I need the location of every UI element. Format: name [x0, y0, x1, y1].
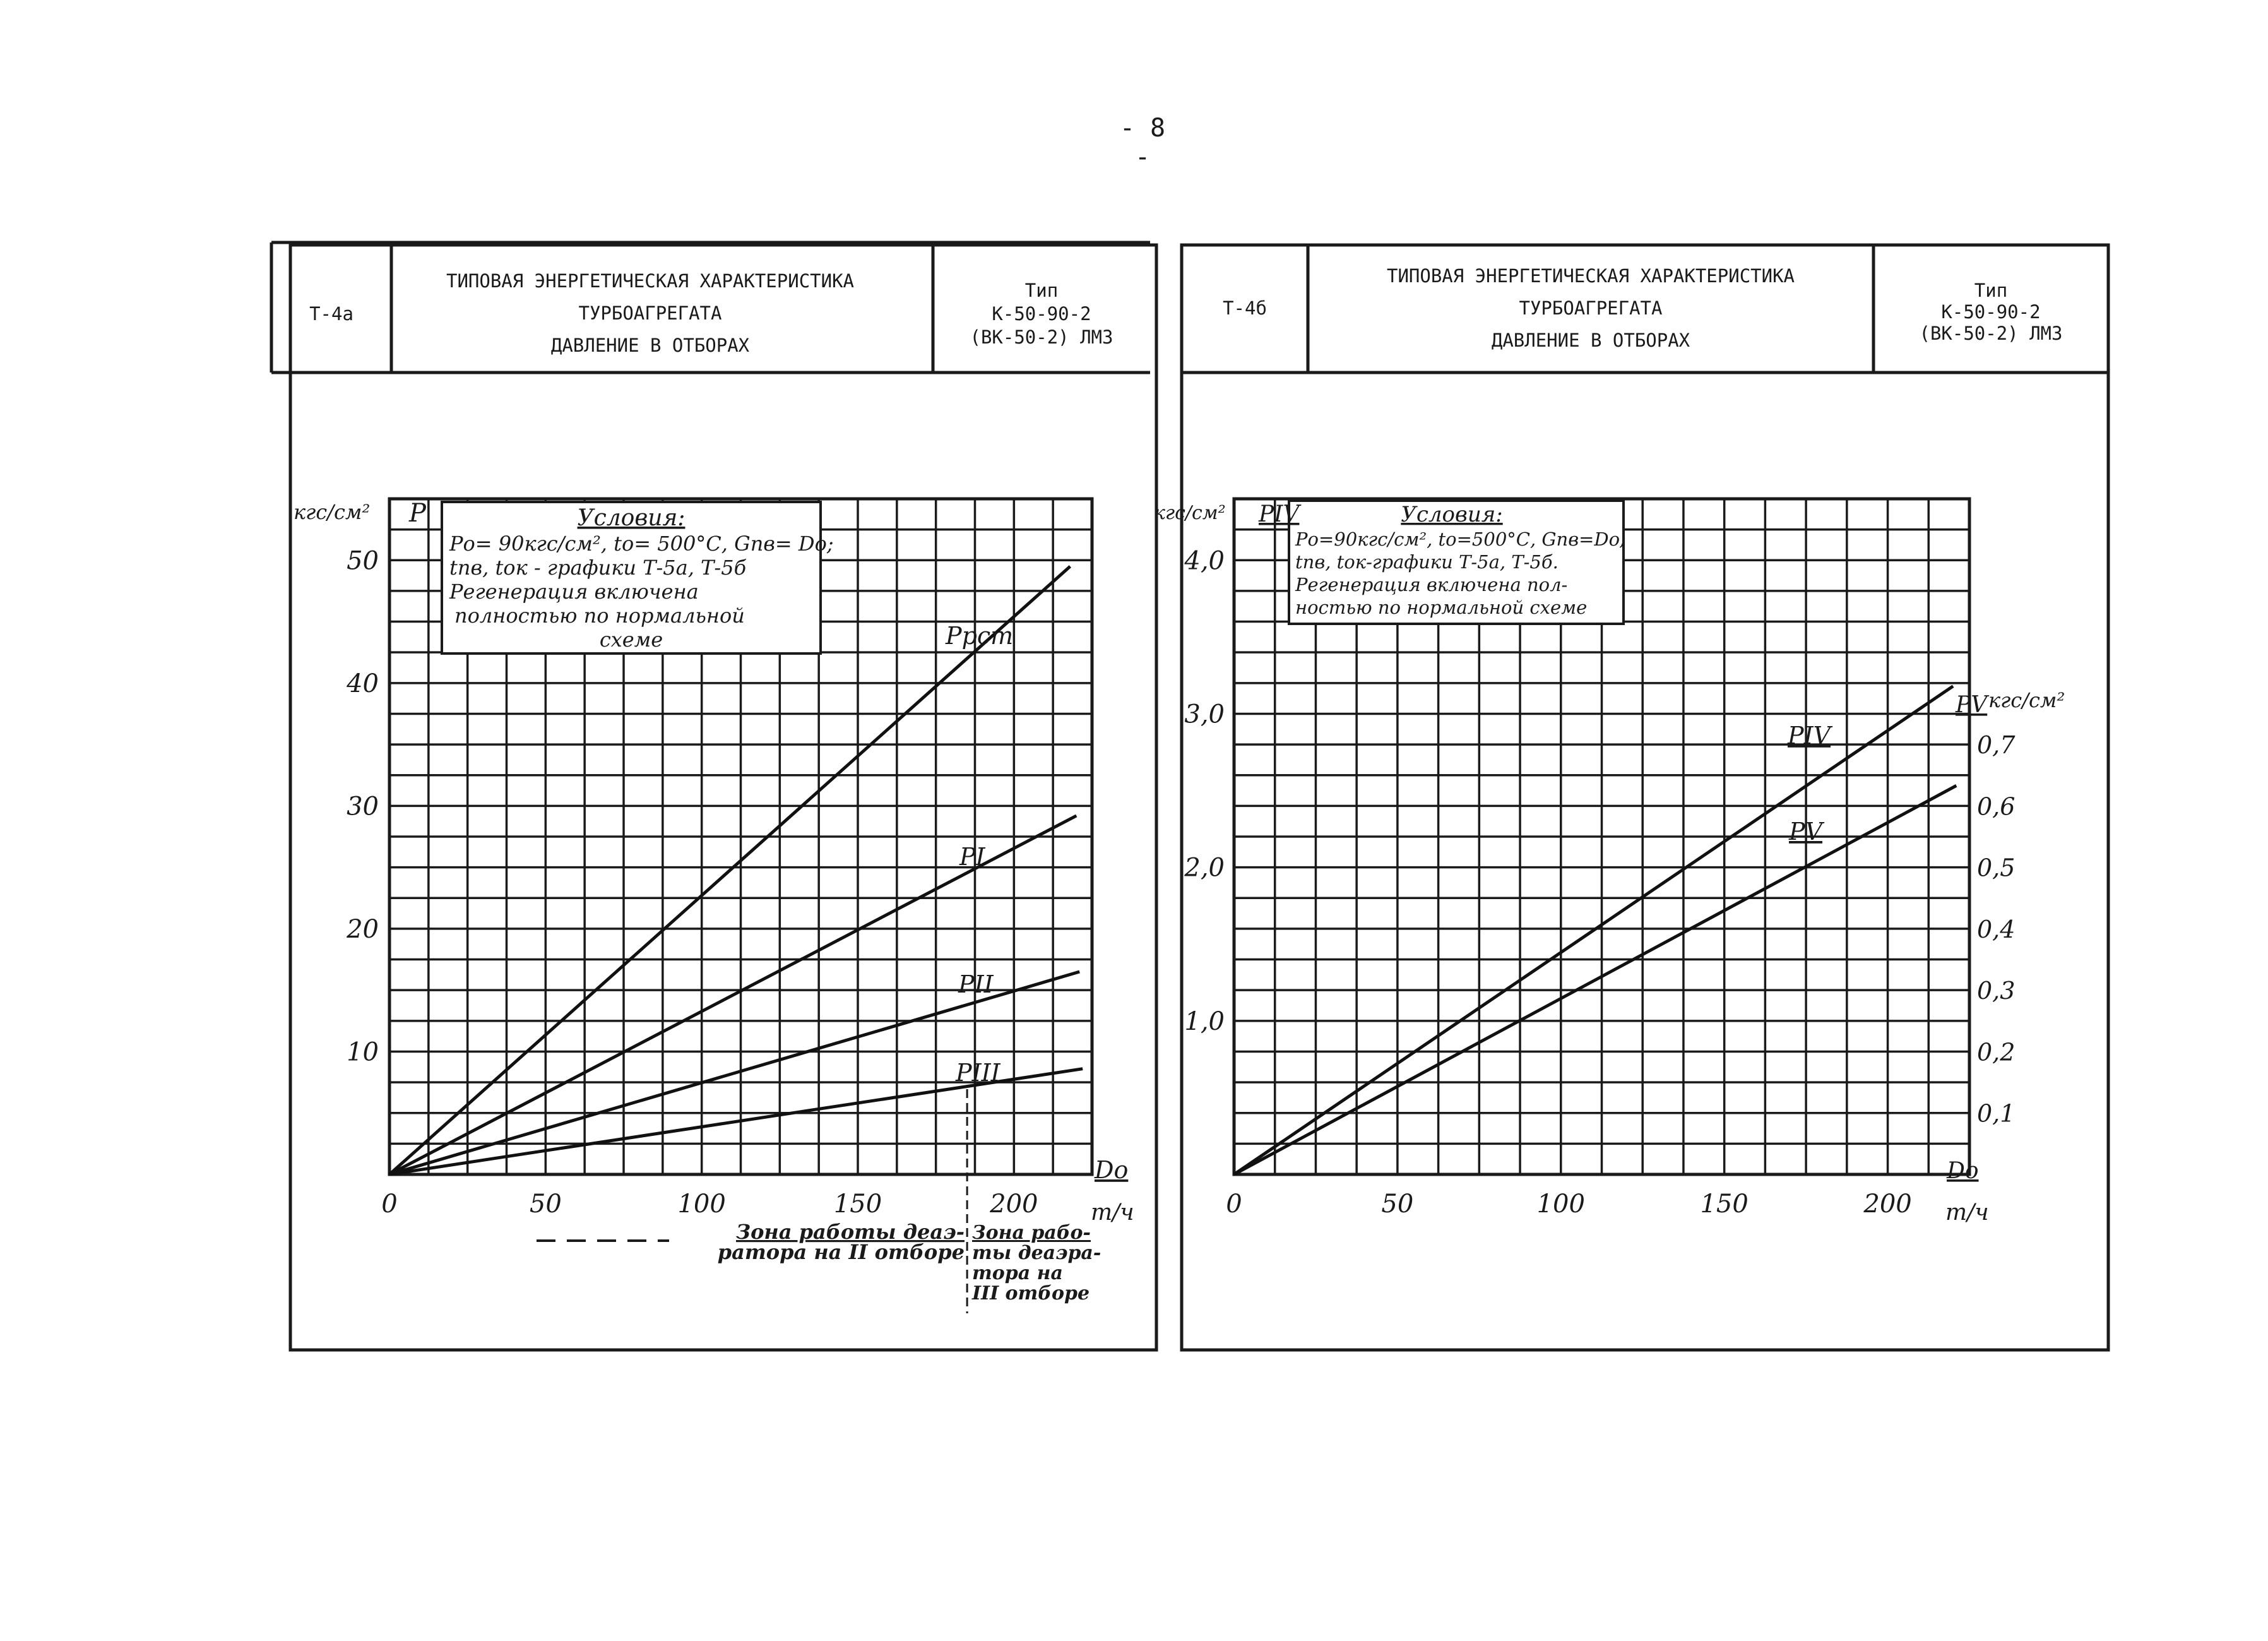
series-line-p4 [1233, 684, 1954, 1176]
plot-frame [388, 497, 1094, 1176]
label-p1: PI [959, 843, 986, 871]
left-conditions-box [441, 501, 822, 655]
zone-ii-label-line-1: Зона работы деаэ- [736, 1220, 965, 1244]
left-x-unit-label: т/ч [1091, 1200, 1134, 1226]
zone-iii-label-line-1: Зона рабо- [972, 1222, 1091, 1244]
right-y-symbol: PIV [1258, 501, 1302, 527]
y2-tick-label: 0,5 [1977, 854, 2015, 882]
y2-tick-label: 0,2 [1977, 1038, 2015, 1066]
left-conditions-heading: Условия: [578, 505, 686, 531]
zone-ii-label-line-2: ратора на II отборе [718, 1240, 965, 1264]
x-tick-label: 100 [677, 1190, 725, 1219]
x-tick-label: 200 [1863, 1190, 1911, 1219]
x-tick-label: 50 [530, 1190, 562, 1219]
chart-left-ticks: 0 50 100 150 200 10 20 30 40 50 [346, 546, 1038, 1219]
y-tick-label: 50 [347, 546, 379, 575]
left-conditions-line-1: Pо= 90кгс/см², tо= 500°С, Gпв= Dо; [449, 532, 834, 556]
right-conditions-line-1: Pо=90кгс/см², tо=500°С, Gпв=Dо; [1295, 528, 1626, 550]
y-tick-label: 10 [347, 1037, 379, 1066]
chart-right-ticks: 0 50 100 150 200 1,0 2,0 3,0 4,0 0,1 0,2 0,3 0,4 0,5 0… [1184, 546, 2016, 1219]
right-y2-symbol: PV [1955, 692, 1990, 718]
right-x-unit-label: т/ч [1945, 1200, 1989, 1226]
chart-left: 0 50 100 150 200 10 20 30 40 50 Условия: Pо= 90кг… [294, 497, 1134, 1313]
left-title-line-3: ДАВЛЕНИЕ В ОТБОРАХ [551, 335, 750, 356]
left-panel: Т-4а ТИПОВАЯ ЭНЕРГЕТИЧЕСКАЯ ХАРАКТЕРИСТИ… [270, 241, 1158, 1352]
left-y-unit-label: кгс/см² [294, 500, 370, 524]
right-type-line-3: (ВК-50-2) ЛМЗ [1920, 323, 2063, 344]
left-x-symbol: Do [1094, 1156, 1128, 1184]
zone-iii-label-line-2: ты деаэра- [972, 1242, 1101, 1264]
series-line-p2 [389, 970, 1080, 1176]
right-type-line-2: К-50-90-2 [1941, 301, 2040, 323]
right-panel: Т-4б ТИПОВАЯ ЭНЕРГЕТИЧЕСКАЯ ХАРАКТЕРИСТИ… [1180, 243, 2110, 1352]
zone-iii-label-line-4: III отборе [971, 1282, 1089, 1304]
x-tick-label: 150 [1700, 1190, 1748, 1219]
right-title-line-3: ДАВЛЕНИЕ В ОТБОРАХ [1492, 330, 1690, 351]
right-y2-unit-label: кгс/см² [1988, 688, 2065, 712]
left-type-line-3: (ВК-50-2) ЛМЗ [970, 326, 1113, 348]
right-x-symbol: Do [1946, 1158, 1979, 1184]
left-title-line-1: ТИПОВАЯ ЭНЕРГЕТИЧЕСКАЯ ХАРАКТЕРИСТИКА [446, 270, 854, 292]
left-y-symbol: P [408, 499, 427, 528]
left-conditions-line-3: Регенерация включена [449, 580, 699, 604]
right-panel-frame [1180, 243, 2110, 1352]
x-tick-label: 200 [989, 1190, 1038, 1219]
label-p4: PIV [1787, 722, 1833, 749]
y-tick-label: 30 [347, 792, 379, 821]
series-line-p1 [388, 814, 1078, 1176]
y2-tick-label: 0,1 [1977, 1100, 2015, 1128]
right-title-line-1: ТИПОВАЯ ЭНЕРГЕТИЧЕСКАЯ ХАРАКТЕРИСТИКА [1387, 265, 1795, 287]
label-p2: PII [958, 970, 994, 998]
plot-frame [1232, 497, 1971, 1176]
right-conditions-line-2: tпв, tок-графики Т-5а, Т-5б. [1295, 551, 1559, 573]
left-conditions-line-5: схеме [600, 628, 663, 652]
right-panel-code: Т-4б [1223, 297, 1267, 319]
zone-iii-label-line-3: тора на [972, 1262, 1063, 1284]
x-tick-label: 100 [1537, 1190, 1585, 1219]
y2-tick-label: 0,3 [1977, 977, 2015, 1005]
right-conditions-line-3: Регенерация включена пол- [1295, 574, 1567, 595]
right-y-unit-label: кгс/см² [1154, 502, 1226, 524]
chart-left-series [388, 565, 1083, 1176]
right-type-line-1: Тип [1974, 280, 2007, 301]
y-tick-label: 3,0 [1184, 700, 1225, 729]
label-prst: Pрст [945, 622, 1013, 650]
y2-tick-label: 0,6 [1977, 792, 2015, 820]
y-tick-label: 2,0 [1184, 854, 1225, 883]
right-conditions-heading: Условия: [1401, 502, 1502, 527]
x-tick-label: 0 [381, 1190, 397, 1219]
left-title-line-2: ТУРБОАГРЕГАТА [579, 302, 722, 324]
left-type-line-1: Тип [1025, 280, 1058, 301]
right-conditions-line-4: ностью по нормальной схеме [1295, 597, 1587, 618]
x-tick-label: 150 [834, 1190, 882, 1219]
chart-right-series [1233, 684, 1957, 1176]
right-conditions-box [1288, 499, 1625, 625]
y-tick-label: 20 [346, 915, 379, 944]
y-tick-label: 40 [346, 669, 379, 698]
left-panel-frame [288, 243, 1158, 1352]
page-number: - 8 - [1119, 114, 1166, 172]
left-panel-code: Т-4а [309, 303, 353, 325]
y-tick-label: 4,0 [1184, 546, 1225, 575]
left-type-line-2: К-50-90-2 [992, 303, 1091, 325]
series-line-p5 [1233, 784, 1957, 1176]
series-line-p3 [389, 1067, 1083, 1176]
label-p3: PIII [955, 1059, 1001, 1087]
series-line-prst [388, 565, 1072, 1176]
y2-tick-label: 0,4 [1977, 916, 2015, 943]
left-conditions-line-4: полностью по нормальной [454, 604, 745, 628]
x-tick-label: 50 [1381, 1190, 1413, 1219]
label-p5: PV [1788, 818, 1825, 845]
y-tick-label: 1,0 [1184, 1007, 1225, 1036]
y2-tick-label: 0,7 [1977, 731, 2016, 759]
left-conditions-line-2: tпв, tок - графики Т-5а, Т-5б [449, 556, 747, 580]
chart-right: 0 50 100 150 200 1,0 2,0 3,0 4,0 0,1 0,2 0,3 0,4 0,5 0… [1154, 497, 2065, 1226]
right-title-line-2: ТУРБОАГРЕГАТА [1519, 297, 1663, 319]
x-tick-label: 0 [1226, 1190, 1242, 1219]
